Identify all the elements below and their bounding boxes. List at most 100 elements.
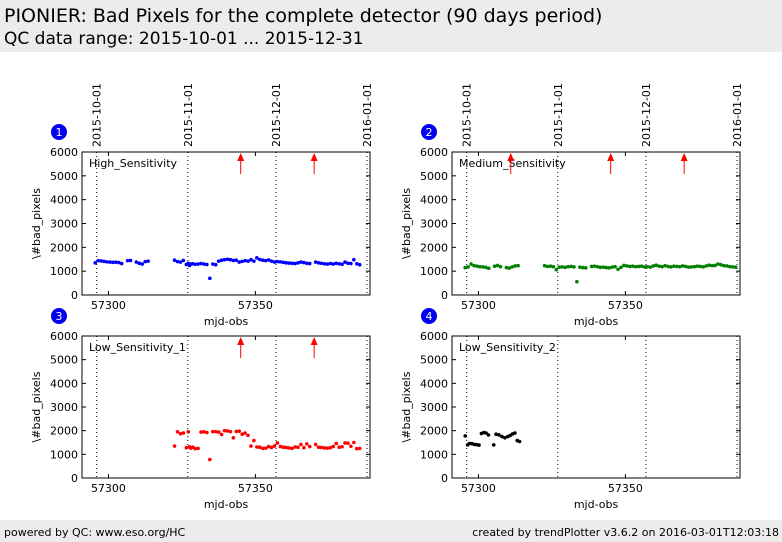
data-point — [319, 445, 324, 450]
data-point — [486, 266, 491, 271]
data-point — [307, 261, 312, 266]
data-point — [730, 265, 735, 269]
data-point — [504, 265, 509, 270]
data-point — [510, 265, 515, 269]
y-tick-label: 1000 — [420, 448, 448, 461]
data-point — [633, 264, 638, 269]
data-point — [477, 443, 481, 447]
data-point — [231, 435, 236, 440]
data-point — [296, 261, 300, 265]
data-point — [331, 262, 336, 266]
panel-number-text: 2 — [426, 126, 433, 139]
data-point — [651, 264, 656, 268]
data-point — [216, 259, 221, 263]
data-point — [116, 260, 121, 265]
data-point — [181, 258, 186, 263]
data-point — [281, 260, 286, 265]
data-point — [727, 264, 732, 269]
panel-number-text: 3 — [56, 310, 63, 323]
data-point — [677, 264, 682, 269]
data-point — [196, 446, 200, 451]
data-point — [672, 264, 676, 268]
data-point — [343, 260, 347, 264]
data-point — [202, 262, 206, 266]
data-point — [237, 429, 242, 433]
x-tick-label: 57300 — [91, 299, 126, 312]
date-marker-label: 2015-10-01 — [461, 83, 474, 147]
data-point — [146, 259, 150, 263]
data-point — [299, 442, 303, 447]
data-point — [275, 441, 280, 445]
data-point — [108, 260, 112, 264]
data-point — [293, 445, 297, 449]
data-point — [657, 264, 661, 268]
data-point — [99, 259, 103, 263]
data-point — [175, 430, 180, 434]
data-point — [542, 263, 547, 268]
data-point — [186, 430, 191, 434]
data-point — [619, 265, 623, 270]
data-point — [560, 265, 565, 269]
data-point — [340, 444, 344, 449]
event-arrow-head — [310, 153, 318, 161]
y-tick-label: 4000 — [50, 377, 78, 390]
data-point — [669, 265, 673, 269]
data-point — [322, 261, 327, 266]
panel-number-badge — [421, 124, 437, 140]
data-point — [595, 264, 600, 269]
data-point — [463, 434, 468, 438]
panel-number-text: 1 — [56, 126, 63, 139]
event-arrow-head — [680, 153, 688, 161]
data-point — [105, 260, 109, 264]
data-point — [675, 264, 679, 269]
data-point — [352, 257, 356, 262]
data-point — [733, 265, 738, 269]
data-point — [219, 432, 224, 437]
data-point — [284, 261, 289, 265]
data-point — [199, 430, 203, 434]
data-point — [272, 444, 277, 448]
data-point — [263, 446, 268, 450]
data-point — [563, 265, 567, 270]
data-point — [616, 267, 620, 272]
data-point — [713, 263, 717, 268]
data-point — [328, 261, 333, 266]
data-point — [302, 445, 306, 450]
data-point — [213, 429, 218, 434]
data-point — [500, 434, 504, 439]
data-point — [463, 265, 468, 270]
y-tick-label: 6000 — [420, 330, 448, 343]
data-point — [578, 265, 582, 269]
data-point — [357, 262, 362, 267]
data-point — [722, 263, 726, 268]
data-point — [178, 431, 183, 436]
date-marker-label: 2015-11-01 — [552, 83, 565, 147]
data-point — [683, 264, 688, 269]
y-tick-label: 5000 — [420, 170, 448, 183]
x-axis-label: mjd-obs — [574, 315, 619, 328]
data-point — [322, 446, 327, 450]
data-point — [284, 445, 289, 450]
data-point — [272, 260, 277, 264]
data-point — [636, 264, 641, 269]
data-point — [196, 262, 200, 266]
data-point — [228, 257, 233, 262]
data-point — [507, 266, 512, 270]
data-point — [648, 265, 653, 269]
data-point — [199, 261, 203, 266]
data-point — [663, 263, 667, 268]
plot-frame — [81, 335, 371, 479]
data-point — [334, 261, 339, 266]
y-tick-label: 5000 — [50, 354, 78, 367]
data-point — [698, 264, 703, 269]
chart-panel-1: 2015-10-01 2015-11-01 2015-12-01 2016-01-01… — [30, 83, 374, 328]
date-marker-label: 2015-10-01 — [91, 83, 104, 147]
event-arrow-head — [237, 153, 245, 161]
data-point — [572, 265, 576, 269]
data-point — [296, 445, 300, 450]
data-point — [513, 264, 517, 268]
data-point — [240, 432, 244, 437]
y-tick-label: 6000 — [420, 146, 448, 159]
data-point — [234, 258, 239, 263]
